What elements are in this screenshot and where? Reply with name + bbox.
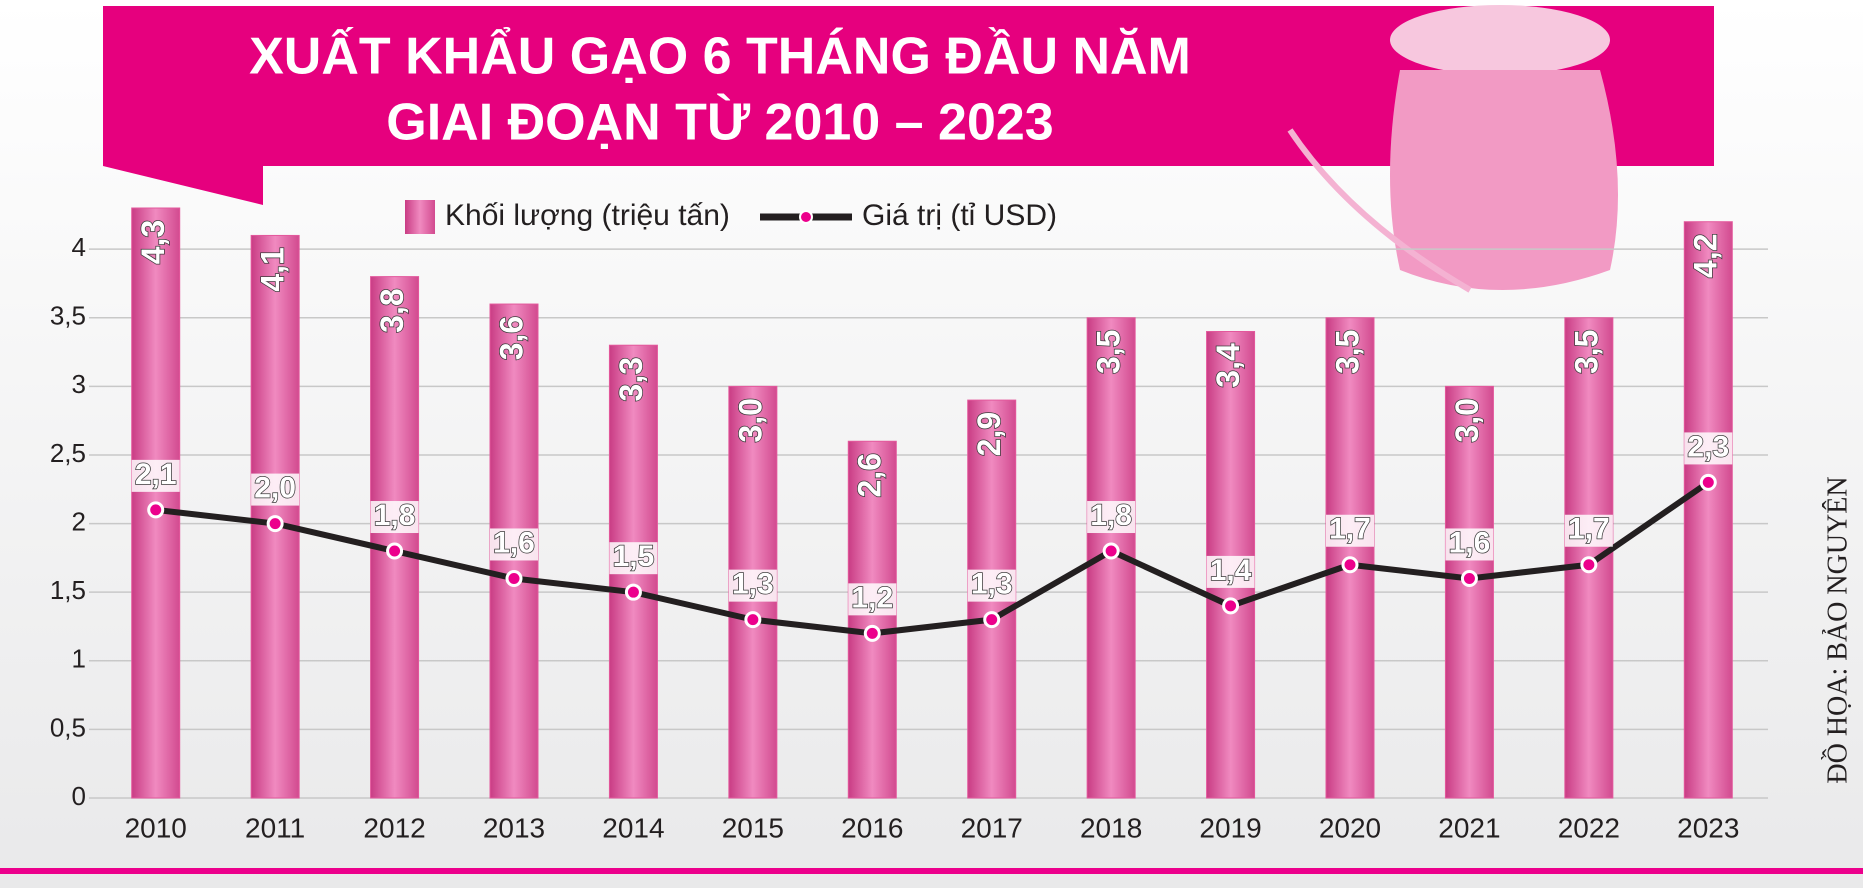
bar-value-label: 4,2 [1688,233,1724,277]
bar [847,440,897,799]
value-label-box [967,569,1016,602]
line-marker [1460,569,1478,587]
x-tick-label: 2018 [1080,812,1142,843]
value-label-box [251,473,300,506]
line-marker [266,515,284,533]
x-tick-label: 2021 [1438,812,1500,843]
y-tick-label: 2 [72,506,86,536]
x-tick-label: 2020 [1319,812,1381,843]
line-value-label: 1,8 [374,499,416,532]
value-label-box [1326,514,1374,547]
bar-value-label: 3,3 [613,357,649,401]
value-label-box [1684,432,1733,465]
y-tick-label: 4 [72,232,86,262]
y-tick-label: 3 [72,369,86,399]
line-marker [624,583,642,601]
line-marker [1341,556,1359,574]
line-value-label: 1,2 [851,581,893,614]
value-label-box [848,583,897,616]
bar-value-label: 3,5 [1329,330,1365,374]
x-tick-label: 2010 [125,812,187,843]
value-label-box [131,459,180,492]
value-label-box [609,542,658,575]
x-tick-label: 2013 [483,812,545,843]
x-tick-label: 2023 [1677,812,1739,843]
value-label-box [1206,555,1255,588]
bar-value-label: 3,5 [1568,330,1604,374]
legend-label: Khối lượng (triệu tấn) [445,199,730,232]
bar-value-label: 3,6 [493,316,529,360]
line-value-label: 1,8 [1090,499,1132,532]
line-value-label: 1,6 [1449,526,1491,559]
legend-label: Giá trị (tỉ USD) [862,199,1057,232]
chart-subtitle: GIAI ĐOẠN TỪ 2010 – 2023 [386,94,1053,152]
value-label-box [1087,501,1136,534]
line-marker [1222,597,1240,615]
legend-swatch [405,200,435,234]
line-marker [1580,556,1598,574]
line-marker [505,569,523,587]
x-tick-label: 2015 [722,812,784,843]
x-tick-label: 2016 [841,812,903,843]
bar-value-label: 3,4 [1210,343,1246,388]
x-tick-label: 2022 [1558,812,1620,843]
line-value-label: 2,3 [1687,430,1729,463]
value-label-box [1445,528,1494,561]
bar-value-label: 4,3 [135,220,171,264]
x-tick-label: 2017 [961,812,1023,843]
value-label-box [1564,514,1613,547]
bar-value-label: 2,9 [971,412,1007,456]
line-value-label: 1,7 [1329,513,1371,546]
bar-value-label: 3,0 [732,398,768,442]
y-tick-label: 1 [72,644,86,674]
line-marker [744,611,762,629]
x-tick-label: 2014 [602,812,664,843]
chart-title: XUẤT KHẨU GẠO 6 THÁNG ĐẦU NĂM [249,27,1191,86]
y-tick-label: 0 [72,781,86,811]
y-tick-label: 3,5 [50,301,86,331]
bar-value-label: 3,8 [374,288,410,332]
line-marker [983,611,1001,629]
line-value-label: 1,4 [1210,554,1252,587]
bar [1444,385,1494,799]
bar-value-label: 3,0 [1449,398,1485,442]
line-value-label: 1,3 [971,568,1013,601]
y-tick-label: 2,5 [50,438,86,468]
line-value-label: 1,6 [493,526,535,559]
rice-sack [1287,5,1618,293]
bottom-rule [0,868,1863,874]
y-tick-label: 1,5 [50,575,86,605]
line-value-label: 2,1 [135,458,177,491]
value-label-box [728,569,777,602]
bar [1325,317,1375,799]
x-tick-label: 2012 [363,812,425,843]
bar-value-label: 3,5 [1091,330,1127,374]
line-value-label: 2,0 [254,472,296,505]
value-label-box [490,528,538,561]
bar-value-label: 2,6 [852,453,888,497]
line-marker [863,624,881,642]
value-label-box [370,501,419,534]
line-marker [147,501,165,519]
credit: ĐỒ HỌA: BẢO NGUYÊN [1821,476,1853,783]
line-value-label: 1,3 [732,568,774,601]
line-value-label: 1,5 [613,540,655,573]
line-value-label: 1,7 [1568,513,1610,546]
bar [1683,221,1733,799]
bar-value-label: 4,1 [255,247,291,291]
line [155,479,1710,637]
legend-marker [799,210,813,224]
x-tick-label: 2011 [245,812,305,843]
line-marker [1699,473,1717,491]
title-band [103,6,1714,230]
x-tick-label: 2019 [1199,812,1261,843]
line-marker [386,542,404,560]
line-marker [1102,542,1120,560]
bar [370,276,420,799]
y-tick-label: 0,5 [50,712,86,742]
